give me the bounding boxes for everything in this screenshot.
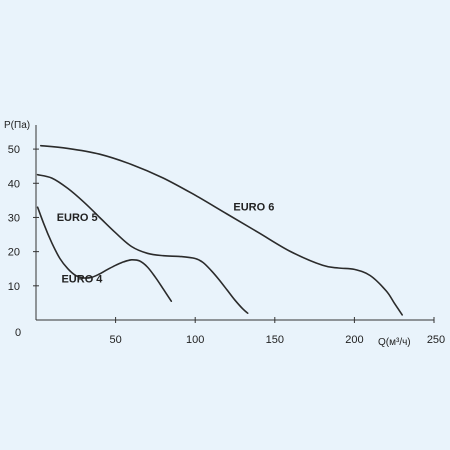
x-tick-label: 250 [427, 334, 445, 346]
euro-4-curve [36, 206, 173, 302]
y-tick-label: 30 [8, 212, 20, 224]
euro-5-curve [36, 173, 249, 314]
axes [35, 125, 434, 321]
curves [36, 144, 403, 316]
euro-5-label: EURO 5 [57, 212, 98, 224]
x-tick-label: 100 [186, 334, 204, 346]
euro-4-label: EURO 4 [61, 273, 103, 285]
euro-6-label: EURO 6 [233, 202, 274, 214]
y-tick-label: 40 [8, 178, 20, 190]
x-tick-label: 200 [345, 334, 363, 346]
y-tick-label: 20 [8, 247, 20, 259]
y-axis-label: P(Па) [4, 120, 30, 131]
x-tick-label: 150 [266, 334, 284, 346]
origin-label: 0 [15, 327, 21, 339]
euro-6-curve [40, 144, 403, 316]
ticks: 50 100 150 200 250 10 20 30 40 50 [8, 144, 445, 346]
labels: P(Па) Q(м³/ч) 0 EURO 4 EURO 5 EURO 6 [4, 120, 411, 348]
y-tick-label: 50 [8, 144, 20, 156]
x-axis-label: Q(м³/ч) [378, 337, 411, 348]
x-tick-label: 50 [109, 334, 121, 346]
y-tick-label: 10 [8, 281, 20, 293]
